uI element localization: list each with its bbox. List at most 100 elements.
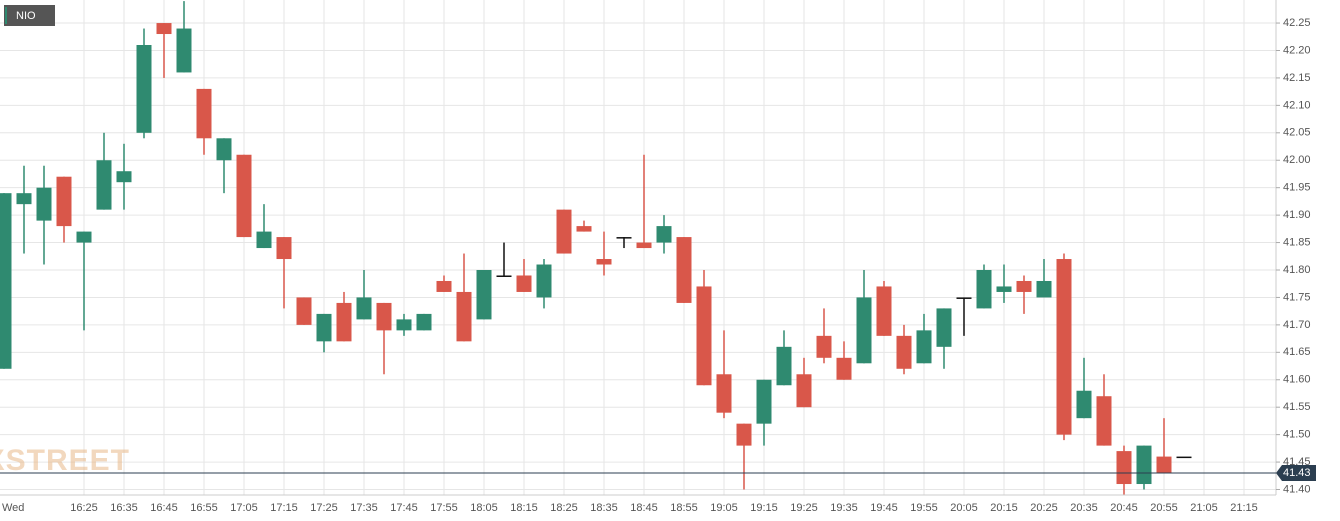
- candle-body: [536, 264, 552, 298]
- y-tick-label: 42.20: [1283, 44, 1311, 56]
- candle-body: [56, 176, 72, 227]
- candle-body: [296, 297, 312, 325]
- candle-body: [496, 275, 512, 277]
- candle-body: [836, 357, 852, 380]
- y-tick-label: 41.95: [1283, 182, 1311, 194]
- candle-body: [1056, 259, 1072, 435]
- candle-body: [156, 23, 172, 35]
- x-tick-label: 21:15: [1230, 502, 1258, 514]
- candle-body: [216, 138, 232, 161]
- y-tick-label: 42.25: [1283, 17, 1311, 29]
- legend-swatch: [5, 7, 7, 24]
- candle-body: [376, 302, 392, 331]
- candle-body: [36, 187, 52, 221]
- y-tick-label: 41.55: [1283, 401, 1311, 413]
- x-tick-label: 17:25: [310, 502, 338, 514]
- candle-body: [516, 275, 532, 292]
- x-tick-label: 17:35: [350, 502, 378, 514]
- y-tick-label: 41.90: [1283, 209, 1311, 221]
- x-tick-label: 18:05: [470, 502, 498, 514]
- x-tick-label: 17:05: [230, 502, 258, 514]
- candle-body: [196, 88, 212, 139]
- x-tick-label: 18:25: [550, 502, 578, 514]
- candle-body: [1016, 280, 1032, 292]
- candle-body: [716, 374, 732, 413]
- candle-body: [1176, 456, 1192, 459]
- candle-body: [136, 45, 152, 133]
- x-tick-label: 20:05: [950, 502, 978, 514]
- x-tick-label: 18:55: [670, 502, 698, 514]
- x-tick-label: 19:25: [790, 502, 818, 514]
- candle-body: [576, 226, 592, 232]
- x-tick-label: 19:35: [830, 502, 858, 514]
- candle-body: [876, 286, 892, 336]
- x-tick-label: 17:55: [430, 502, 458, 514]
- y-tick-label: 41.50: [1283, 429, 1311, 441]
- y-tick-label: 42.10: [1283, 99, 1311, 111]
- candle-body: [76, 231, 92, 243]
- candle-body: [656, 226, 672, 243]
- candle-body: [756, 379, 772, 424]
- candle-body: [116, 171, 132, 183]
- x-tick-label: 16:35: [110, 502, 138, 514]
- x-tick-label: 20:45: [1110, 502, 1138, 514]
- candle-body: [976, 270, 992, 309]
- candle-body: [416, 313, 432, 331]
- candle-body: [276, 237, 292, 260]
- candle-body: [256, 231, 272, 249]
- x-tick-label: 17:45: [390, 502, 418, 514]
- candle-body: [956, 297, 972, 299]
- candle-body: [896, 335, 912, 369]
- y-tick-label: 41.60: [1283, 374, 1311, 386]
- x-tick-label: 20:25: [1030, 502, 1058, 514]
- watermark: FXSTREET: [0, 444, 130, 477]
- y-tick-label: 42.05: [1283, 127, 1311, 139]
- candle-body: [916, 330, 932, 364]
- legend-label: NIO: [16, 10, 36, 22]
- candle-body: [0, 193, 12, 369]
- last-price-label: 41.43: [1283, 467, 1311, 479]
- candle-body: [1036, 280, 1052, 298]
- last-price-tag: [1276, 465, 1316, 482]
- x-tick-label: 19:55: [910, 502, 938, 514]
- y-tick-label: 42.00: [1283, 154, 1311, 166]
- y-tick-label: 42.15: [1283, 72, 1311, 84]
- candle-body: [96, 160, 112, 210]
- candle-body: [596, 259, 612, 265]
- x-tick-label: 16:25: [70, 502, 98, 514]
- x-tick-label: 18:35: [590, 502, 618, 514]
- x-tick-label: 20:15: [990, 502, 1018, 514]
- candle-body: [996, 286, 1012, 292]
- y-tick-label: 41.75: [1283, 291, 1311, 303]
- candle-body: [856, 297, 872, 364]
- y-tick-label: 41.80: [1283, 264, 1311, 276]
- candle-body: [396, 319, 412, 331]
- x-tick-label: 16:45: [150, 502, 178, 514]
- candles: [0, 1, 1192, 495]
- candle-body: [436, 280, 452, 292]
- y-tick-label: 41.85: [1283, 236, 1311, 248]
- x-tick-label: 20:35: [1070, 502, 1098, 514]
- candle-body: [796, 374, 812, 408]
- day-label: Wed: [2, 502, 24, 514]
- candle-body: [676, 237, 692, 303]
- x-tick-label: 20:55: [1150, 502, 1178, 514]
- candle-body: [936, 308, 952, 347]
- candle-body: [1096, 396, 1112, 446]
- candle-body: [776, 346, 792, 386]
- candle-body: [696, 286, 712, 386]
- x-tick-label: 18:45: [630, 502, 658, 514]
- candle-body: [1136, 445, 1152, 485]
- candle-body: [1116, 451, 1132, 485]
- candle-body: [736, 423, 752, 446]
- candle-body: [1076, 390, 1092, 419]
- candle-body: [336, 302, 352, 342]
- y-tick-label: 41.70: [1283, 319, 1311, 331]
- candle-body: [476, 270, 492, 320]
- candle-body: [16, 193, 32, 205]
- candle-body: [636, 242, 652, 249]
- x-tick-label: 19:15: [750, 502, 778, 514]
- x-tick-label: 21:05: [1190, 502, 1218, 514]
- candle-body: [616, 237, 632, 239]
